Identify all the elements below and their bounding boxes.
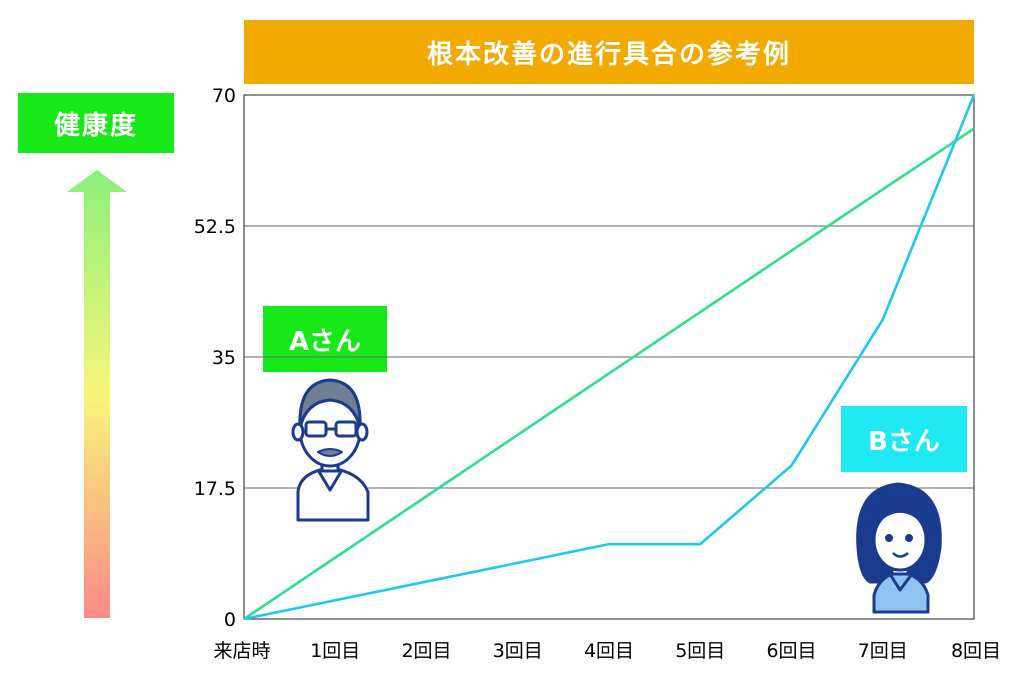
x-tick-label: 4回目 xyxy=(584,640,634,662)
health-label: 健康度 xyxy=(18,93,174,153)
y-tick-label: 52.5 xyxy=(194,216,236,238)
x-axis-ticks: 来店時 1回目 2回目 3回目 4回目 5回目 6回目 7回目 8回目 xyxy=(213,640,1001,662)
x-tick-label: 6回目 xyxy=(766,640,816,662)
series-line-a xyxy=(243,127,975,621)
chart-title: 根本改善の進行具合の参考例 xyxy=(244,20,974,84)
x-tick-label: 7回目 xyxy=(858,640,908,662)
series-line-b xyxy=(243,94,976,621)
y-tick-label: 70 xyxy=(212,85,236,107)
y-tick-label: 17.5 xyxy=(194,478,236,500)
series-lines xyxy=(243,94,976,621)
x-tick-label: 1回目 xyxy=(310,640,360,662)
person-b-woman-icon xyxy=(856,482,942,614)
y-tick-label: 35 xyxy=(212,347,236,369)
x-tick-label: 来店時 xyxy=(213,640,270,662)
x-tick-label: 8回目 xyxy=(951,640,1001,662)
x-tick-label: 3回目 xyxy=(493,640,543,662)
y-axis-ticks: 0 17.5 35 52.5 70 xyxy=(194,85,236,631)
x-tick-label: 5回目 xyxy=(675,640,725,662)
person-a-glasses-man-icon xyxy=(291,378,370,522)
plot-frame xyxy=(243,94,975,620)
y-tick-label: 0 xyxy=(224,609,236,631)
person-b-label: Bさん xyxy=(841,406,967,472)
x-tick-label: 2回目 xyxy=(401,640,451,662)
person-a-label: Aさん xyxy=(263,306,387,372)
health-gradient-arrow-icon xyxy=(67,170,127,618)
